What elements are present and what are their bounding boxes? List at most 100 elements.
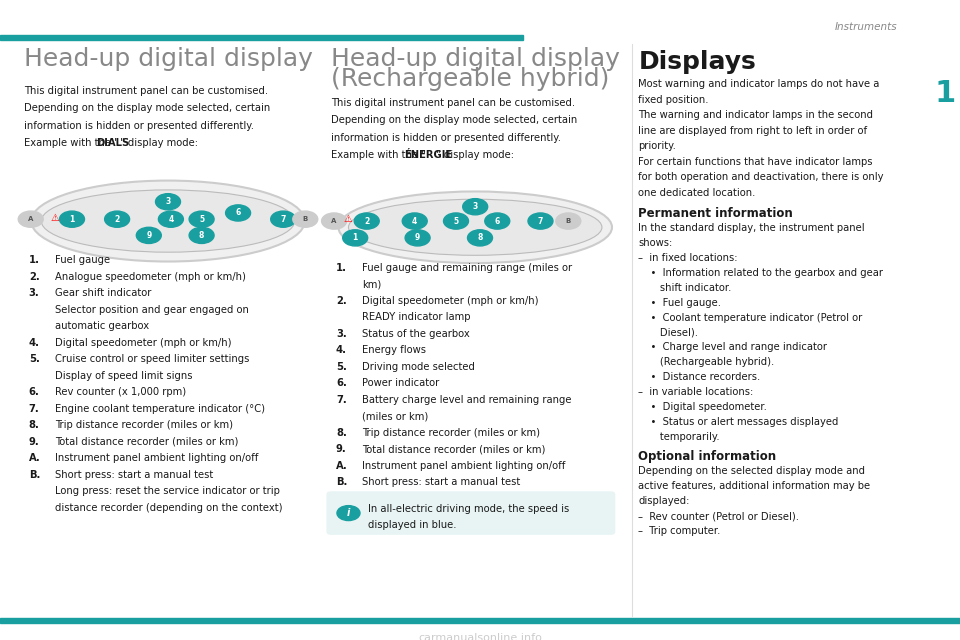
Text: 6.: 6. (336, 378, 347, 388)
Text: Energy flows: Energy flows (362, 345, 426, 355)
Text: READY indicator lamp: READY indicator lamp (362, 312, 470, 323)
Text: 1.: 1. (29, 255, 39, 266)
Text: displayed:: displayed: (638, 496, 690, 506)
Text: Status of the gearbox: Status of the gearbox (362, 329, 469, 339)
Text: 7: 7 (280, 214, 286, 224)
Text: temporarily.: temporarily. (638, 432, 720, 442)
Text: B: B (565, 218, 571, 224)
Text: " display mode:: " display mode: (436, 150, 514, 160)
Text: –  in variable locations:: – in variable locations: (638, 387, 754, 397)
Text: Head-up digital display: Head-up digital display (24, 47, 313, 70)
Text: 5: 5 (453, 216, 459, 225)
Text: 3.: 3. (336, 329, 347, 339)
Text: Optional information: Optional information (638, 450, 777, 463)
Text: •  Status or alert messages displayed: • Status or alert messages displayed (638, 417, 839, 427)
Text: 1.: 1. (336, 263, 347, 273)
Ellipse shape (348, 199, 602, 255)
Text: one dedicated location.: one dedicated location. (638, 188, 756, 198)
Text: Power indicator: Power indicator (362, 378, 439, 388)
Text: The warning and indicator lamps in the second: The warning and indicator lamps in the s… (638, 110, 874, 120)
Text: –  in fixed locations:: – in fixed locations: (638, 253, 738, 263)
Text: (miles or km): (miles or km) (362, 412, 428, 421)
Text: shift indicator.: shift indicator. (638, 283, 732, 292)
Text: distance recorder (depending on the context): distance recorder (depending on the cont… (362, 510, 589, 520)
Text: For certain functions that have indicator lamps: For certain functions that have indicato… (638, 157, 873, 167)
Text: shows:: shows: (638, 238, 673, 248)
Text: Display of speed limit signs: Display of speed limit signs (55, 371, 192, 381)
Text: (Rechargeable hybrid).: (Rechargeable hybrid). (638, 357, 775, 367)
Bar (0, 618, 960, 623)
Text: Head-up digital display: Head-up digital display (331, 47, 620, 70)
Text: 1: 1 (935, 79, 956, 108)
Text: Total distance recorder (miles or km): Total distance recorder (miles or km) (362, 444, 545, 454)
Text: This digital instrument panel can be customised.: This digital instrument panel can be cus… (331, 98, 575, 108)
Text: 8: 8 (199, 231, 204, 240)
Text: Long press: reset the service indicator or trip: Long press: reset the service indicator … (362, 494, 587, 504)
Text: •  Charge level and range indicator: • Charge level and range indicator (638, 342, 828, 353)
Text: 4.: 4. (29, 338, 39, 348)
Text: automatic gearbox: automatic gearbox (55, 321, 149, 332)
Text: information is hidden or presented differently.: information is hidden or presented diffe… (24, 121, 254, 131)
Text: 4: 4 (168, 214, 174, 224)
Text: 3.: 3. (29, 288, 39, 298)
Circle shape (271, 211, 296, 227)
Text: 2.: 2. (336, 296, 347, 306)
Text: carmanualsonline.info: carmanualsonline.info (418, 633, 542, 640)
Text: Gear shift indicator: Gear shift indicator (55, 288, 151, 298)
Text: Digital speedometer (mph or km/h): Digital speedometer (mph or km/h) (55, 338, 231, 348)
Text: 4.: 4. (336, 345, 347, 355)
Text: Diesel).: Diesel). (638, 328, 699, 337)
FancyBboxPatch shape (326, 492, 615, 535)
Text: 7: 7 (538, 216, 543, 225)
Text: active features, additional information may be: active features, additional information … (638, 481, 871, 492)
Text: –  Trip computer.: – Trip computer. (638, 526, 721, 536)
Text: Analogue speedometer (mph or km/h): Analogue speedometer (mph or km/h) (55, 272, 246, 282)
Circle shape (18, 211, 43, 227)
Text: 5.: 5. (29, 355, 39, 364)
Circle shape (463, 198, 488, 215)
Text: Instruments: Instruments (835, 22, 898, 33)
Text: 8.: 8. (336, 428, 347, 438)
Text: Battery charge level and remaining range: Battery charge level and remaining range (362, 395, 571, 404)
Circle shape (60, 211, 84, 227)
Text: In all-electric driving mode, the speed is: In all-electric driving mode, the speed … (368, 504, 569, 514)
Text: Driving mode selected: Driving mode selected (362, 362, 475, 372)
Text: Digital speedometer (mph or km/h): Digital speedometer (mph or km/h) (362, 296, 539, 306)
Text: •  Distance recorders.: • Distance recorders. (638, 372, 760, 382)
Text: information is hidden or presented differently.: information is hidden or presented diffe… (331, 132, 562, 143)
Text: (Rechargeable hybrid): (Rechargeable hybrid) (331, 67, 610, 91)
Text: This digital instrument panel can be customised.: This digital instrument panel can be cus… (24, 86, 268, 96)
Circle shape (293, 211, 318, 227)
Text: B: B (302, 216, 308, 222)
Text: Short press: start a manual test: Short press: start a manual test (362, 477, 520, 487)
Text: Fuel gauge and remaining range (miles or: Fuel gauge and remaining range (miles or (362, 263, 572, 273)
Circle shape (444, 213, 468, 229)
Text: 3: 3 (472, 202, 478, 211)
Text: Cruise control or speed limiter settings: Cruise control or speed limiter settings (55, 355, 249, 364)
Bar (0, 35, 523, 40)
Text: •  Digital speedometer.: • Digital speedometer. (638, 403, 767, 412)
Text: line are displayed from right to left in order of: line are displayed from right to left in… (638, 126, 868, 136)
Circle shape (189, 211, 214, 227)
Circle shape (226, 205, 251, 221)
Text: 2: 2 (114, 214, 120, 224)
Text: 9.: 9. (29, 437, 39, 447)
Text: 5.: 5. (336, 362, 347, 372)
Text: ⚠: ⚠ (50, 213, 60, 223)
Text: distance recorder (depending on the context): distance recorder (depending on the cont… (55, 503, 282, 513)
Text: 2.: 2. (29, 272, 39, 282)
Text: 4: 4 (412, 216, 418, 225)
Text: 5: 5 (199, 214, 204, 224)
Text: Instrument panel ambient lighting on/off: Instrument panel ambient lighting on/off (362, 461, 565, 471)
Text: Fuel gauge: Fuel gauge (55, 255, 109, 266)
Text: Engine coolant temperature indicator (°C): Engine coolant temperature indicator (°C… (55, 404, 265, 414)
Text: 6.: 6. (29, 387, 39, 397)
Text: DIALS: DIALS (97, 138, 130, 148)
Text: 6: 6 (235, 209, 241, 218)
Text: 9: 9 (146, 231, 152, 240)
Circle shape (136, 227, 161, 243)
Text: Most warning and indicator lamps do not have a: Most warning and indicator lamps do not … (638, 79, 879, 89)
Ellipse shape (32, 180, 304, 262)
Text: •  Information related to the gearbox and gear: • Information related to the gearbox and… (638, 268, 883, 278)
Text: Rev counter (x 1,000 rpm): Rev counter (x 1,000 rpm) (55, 387, 186, 397)
